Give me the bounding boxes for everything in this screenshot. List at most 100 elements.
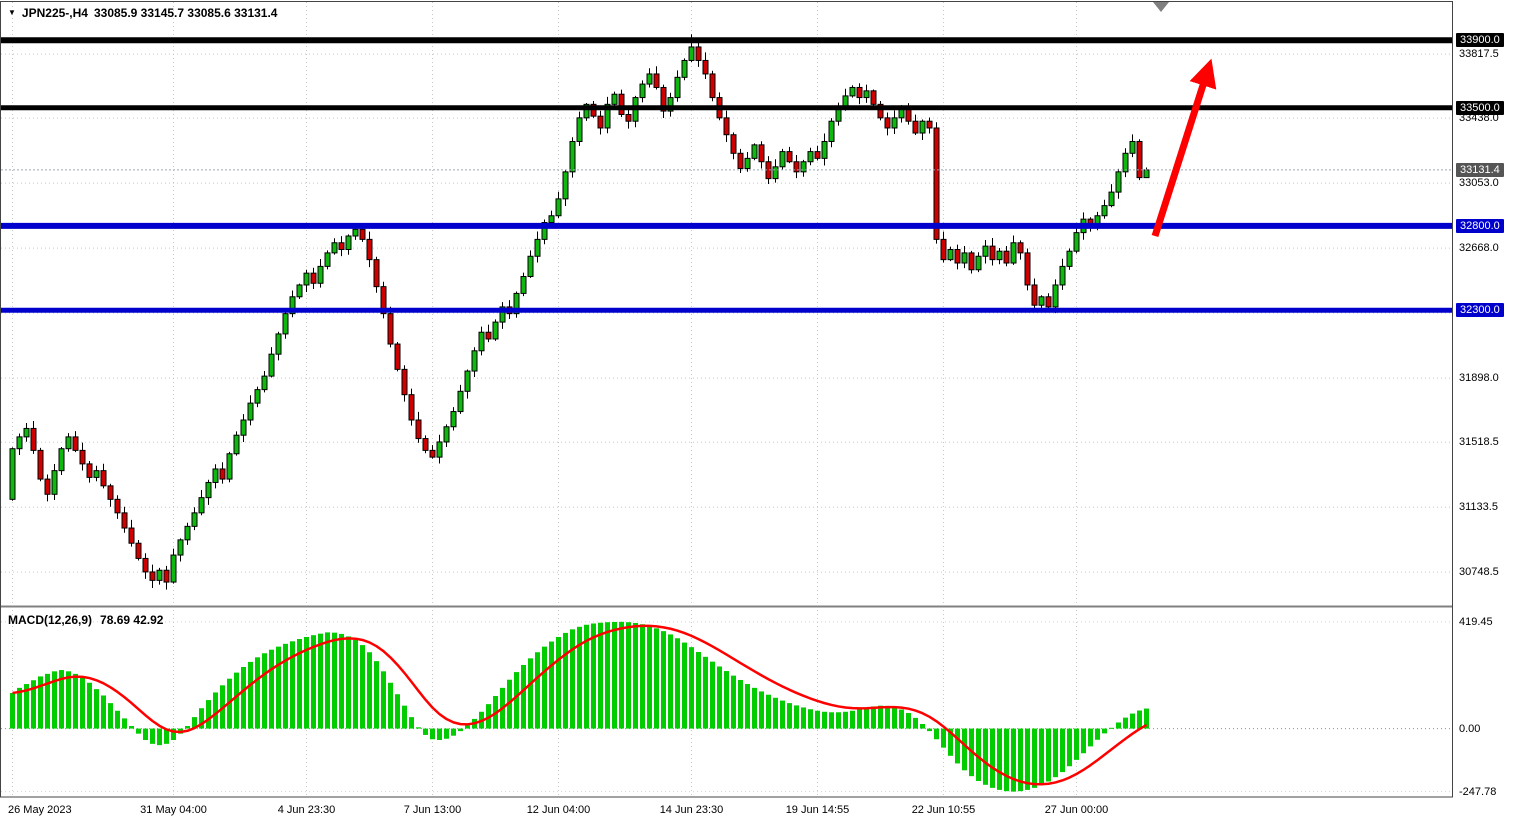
candle-bear [730, 134, 737, 154]
macd-bar [381, 671, 386, 729]
price-axis[interactable]: 33817.533438.033053.032668.032283.531898… [1454, 0, 1528, 798]
candle-bear [86, 463, 93, 478]
macd-axis-label: 0.00 [1459, 722, 1481, 735]
macd-indicator-label: MACD(12,26,9) 78.69 42.92 [8, 613, 163, 627]
macd-bar [346, 636, 351, 729]
macd-bar [542, 646, 547, 729]
macd-bar [549, 641, 554, 729]
chart-plot-area[interactable] [0, 0, 1454, 798]
macd-axis-label: 419.45 [1459, 615, 1493, 628]
symbol-dropdown-icon[interactable]: ▼ [8, 8, 16, 17]
macd-bar [241, 666, 246, 729]
candle-bull [282, 313, 289, 335]
candle-bull [198, 497, 205, 514]
candle-bull [1066, 250, 1073, 267]
candle-bear [142, 557, 149, 573]
candle-bear [1024, 252, 1031, 286]
macd-bar [619, 621, 624, 729]
macd-bar [395, 694, 400, 729]
candle-bull [492, 321, 499, 340]
macd-bar [38, 676, 43, 729]
candle-bull [275, 333, 282, 355]
time-label: 31 May 04:00 [140, 804, 207, 816]
candle-bull [1129, 140, 1136, 154]
candle-bull [681, 59, 688, 78]
macd-signal-line [12, 624, 1148, 786]
candle-bull [611, 93, 618, 105]
candle-bull [1101, 205, 1108, 217]
candle-bull [849, 86, 856, 97]
candle-bull [527, 255, 534, 278]
macd-bar [108, 703, 113, 729]
macd-bar [976, 728, 981, 781]
trend-arrow[interactable] [1151, 58, 1217, 238]
candle-bull [688, 46, 695, 61]
candle-bull [317, 265, 324, 284]
candle-bull [604, 103, 611, 129]
macd-bar [640, 624, 645, 729]
macd-bar [1046, 728, 1051, 782]
macd-bar [724, 671, 729, 729]
candle-bull [569, 140, 576, 173]
macd-bar [962, 728, 967, 771]
macd-bar [948, 728, 953, 756]
candle-bear [618, 93, 625, 115]
macd-bar [59, 670, 64, 729]
macd-bar [1060, 728, 1065, 773]
candle-bear [940, 238, 947, 261]
candle-bear [387, 313, 394, 345]
macd-bar [1144, 708, 1149, 729]
candle-bear [79, 449, 86, 465]
time-label: 4 Jun 23:30 [277, 804, 336, 816]
candle-bull [254, 389, 261, 404]
macd-bar [416, 727, 421, 729]
macd-bar [878, 705, 883, 729]
macd-bar [360, 645, 365, 729]
symbol-info: ▼ JPN225-,H4 33085.9 33145.7 33085.6 331… [8, 6, 277, 20]
time-axis[interactable]: 26 May 2023 31 May 04:00 4 Jun 23:30 7 Jun … [0, 798, 1528, 825]
candle-bear [814, 151, 821, 159]
candle-bear [401, 368, 408, 396]
candle-bull [555, 198, 562, 217]
candle-bull [191, 512, 198, 527]
candle-bull [205, 481, 212, 499]
candle-bull [828, 120, 835, 142]
candle-bull [471, 350, 478, 372]
candle-bear [429, 449, 436, 458]
candle-bear [912, 120, 919, 134]
macd-bar [983, 728, 988, 785]
macd-bar [836, 712, 841, 729]
candle-bull [863, 90, 870, 99]
candle-bull [821, 140, 828, 159]
candle-bear [107, 485, 114, 500]
candle-bull [296, 284, 303, 298]
macd-bar [1025, 728, 1030, 790]
candle-bull [226, 453, 233, 480]
macd-bar [766, 694, 771, 729]
macd-bar [185, 726, 190, 729]
price-line-label: 33900.0 [1456, 33, 1504, 48]
plot-border [0, 1, 1453, 798]
macd-bar [1004, 728, 1009, 792]
price-grid-label: 31518.5 [1459, 436, 1499, 449]
candle-bear [1017, 242, 1024, 254]
candle-bull [1010, 242, 1017, 264]
price-grid-label: 33817.5 [1459, 48, 1499, 61]
macd-bar [150, 728, 155, 744]
macd-bar [129, 726, 134, 729]
candle-bull [541, 222, 548, 240]
macd-name: MACD(12,26,9) [8, 613, 93, 627]
candle-bull [772, 166, 779, 180]
candle-bear [163, 569, 170, 583]
macd-bar [24, 684, 29, 729]
candle-bull [667, 97, 674, 112]
macd-bar [1018, 728, 1023, 792]
macd-bar [234, 672, 239, 729]
candle-bull [177, 539, 184, 556]
candle-bear [933, 127, 940, 240]
candle-bear [989, 245, 996, 261]
candle-bear [149, 571, 156, 581]
macd-bar [794, 705, 799, 729]
candle-bull [1073, 232, 1080, 252]
